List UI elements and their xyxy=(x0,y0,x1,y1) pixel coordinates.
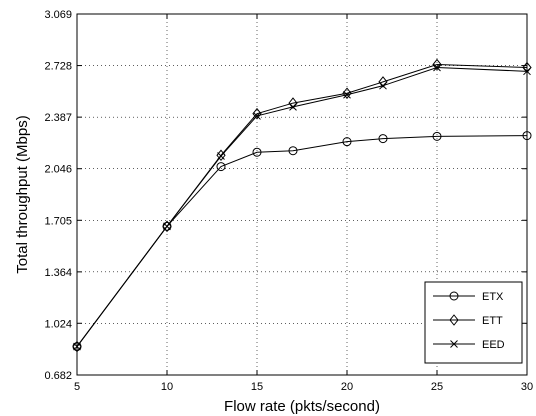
legend-marker-ett xyxy=(449,314,459,326)
data-point-eed xyxy=(217,152,225,160)
legend-item-ett: ETT xyxy=(433,314,503,327)
legend-label-eed: EED xyxy=(482,339,505,351)
legend-item-etx: ETX xyxy=(433,291,504,303)
legend-label-etx: ETX xyxy=(482,291,504,303)
data-point-etx xyxy=(378,134,388,144)
grid xyxy=(77,14,527,375)
legend-label-ett: ETT xyxy=(482,315,503,327)
data-point-ett xyxy=(378,76,388,88)
data-point-etx xyxy=(342,137,352,147)
y-tick-label: 0.682 xyxy=(44,370,72,382)
legend-marker-eed xyxy=(450,340,458,348)
data-point-ett xyxy=(162,220,172,233)
data-point-etx xyxy=(432,131,442,141)
data-point-ett xyxy=(252,107,262,120)
plot-frame xyxy=(76,13,528,376)
y-tick-label: 1.364 xyxy=(44,267,72,279)
legend-item-eed: EED xyxy=(433,339,505,351)
ticks: 5 10 15 20 25 30 0.682 1.024 1.364 1.705 2.046 2.38… xyxy=(44,9,533,393)
data-point-ett xyxy=(432,58,442,71)
y-tick-label: 2.046 xyxy=(44,164,72,176)
data-point-eed xyxy=(379,81,387,90)
data-point-etx xyxy=(288,146,298,156)
legend: ETX ETT EED xyxy=(424,281,523,364)
data-point-etx xyxy=(216,162,226,172)
x-tick-label: 15 xyxy=(251,381,263,393)
data-point-etx xyxy=(252,147,262,157)
y-tick-label: 2.387 xyxy=(44,112,72,124)
x-tick-label: 25 xyxy=(431,381,443,393)
data-point-eed xyxy=(289,103,297,111)
x-tick-label: 20 xyxy=(341,381,353,393)
y-tick-label: 3.069 xyxy=(44,9,72,21)
data-point-eed xyxy=(253,112,261,120)
x-tick-label: 5 xyxy=(74,381,80,393)
y-tick-label: 1.024 xyxy=(44,318,72,330)
series-etx xyxy=(72,131,532,352)
y-axis-title: Total throughput (Mbps) xyxy=(14,115,31,273)
data-point-eed xyxy=(343,90,351,99)
data-point-eed xyxy=(433,63,441,72)
series-layer xyxy=(72,58,532,353)
legend-marker-etx xyxy=(449,291,459,301)
x-axis-title: Flow rate (pkts/second) xyxy=(224,398,380,415)
legend-box xyxy=(424,281,523,364)
x-tick-label: 30 xyxy=(521,381,533,393)
x-tick-label: 10 xyxy=(161,381,173,393)
y-tick-label: 1.705 xyxy=(44,215,72,227)
data-point-ett xyxy=(288,97,298,109)
data-point-eed xyxy=(163,222,171,231)
y-tick-label: 2.728 xyxy=(44,61,72,73)
series-line-etx xyxy=(76,135,528,347)
